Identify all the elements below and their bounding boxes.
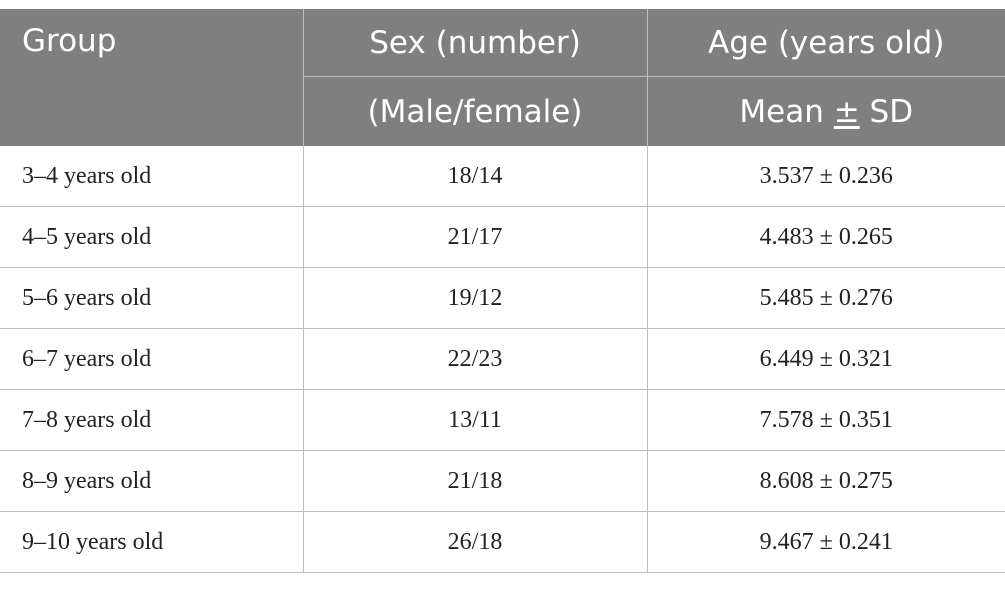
cell-group: 5–6 years old bbox=[0, 267, 303, 329]
cell-sex: 13/11 bbox=[302, 389, 647, 451]
header-sex-sub: (Male/female) bbox=[302, 76, 647, 146]
cell-sex: 21/17 bbox=[302, 206, 647, 268]
cell-group: 3–4 years old bbox=[0, 146, 303, 207]
cell-age: 8.608 ± 0.275 bbox=[646, 450, 1005, 512]
cell-age: 3.537 ± 0.236 bbox=[646, 146, 1005, 207]
header-age-pm: ± bbox=[833, 93, 860, 130]
table-row: 4–5 years old 21/17 4.483 ± 0.265 bbox=[0, 206, 1005, 268]
cell-age: 6.449 ± 0.321 bbox=[646, 328, 1005, 390]
cell-sex: 18/14 bbox=[302, 146, 647, 207]
table-row: 3–4 years old 18/14 3.537 ± 0.236 bbox=[0, 146, 1005, 207]
cell-age: 9.467 ± 0.241 bbox=[646, 511, 1005, 573]
cell-age: 4.483 ± 0.265 bbox=[646, 206, 1005, 268]
table-row: 9–10 years old 26/18 9.467 ± 0.241 bbox=[0, 511, 1005, 573]
cell-sex: 21/18 bbox=[302, 450, 647, 512]
cell-group: 7–8 years old bbox=[0, 389, 303, 451]
header-group: Group bbox=[0, 9, 303, 146]
header-age-mean: Mean bbox=[739, 93, 834, 130]
cell-sex: 19/12 bbox=[302, 267, 647, 329]
header-sex: Sex (number) bbox=[302, 9, 647, 77]
table-row: 6–7 years old 22/23 6.449 ± 0.321 bbox=[0, 328, 1005, 390]
cell-group: 8–9 years old bbox=[0, 450, 303, 512]
table-row: 7–8 years old 13/11 7.578 ± 0.351 bbox=[0, 389, 1005, 451]
cell-group: 9–10 years old bbox=[0, 511, 303, 573]
cell-age: 7.578 ± 0.351 bbox=[646, 389, 1005, 451]
cell-group: 4–5 years old bbox=[0, 206, 303, 268]
cell-group: 6–7 years old bbox=[0, 328, 303, 390]
table-row: 8–9 years old 21/18 8.608 ± 0.275 bbox=[0, 450, 1005, 512]
table-body: 3–4 years old 18/14 3.537 ± 0.236 4–5 ye… bbox=[0, 146, 1005, 573]
header-age: Age (years old) bbox=[646, 9, 1005, 77]
cell-sex: 26/18 bbox=[302, 511, 647, 573]
cell-sex: 22/23 bbox=[302, 328, 647, 390]
table-header: Group Sex (number) Age (years old) (Male… bbox=[0, 9, 1005, 146]
header-age-sub: Mean ± SD bbox=[646, 76, 1005, 146]
cell-age: 5.485 ± 0.276 bbox=[646, 267, 1005, 329]
header-row-1: Group Sex (number) Age (years old) bbox=[0, 9, 1005, 146]
header-row-2: (Male/female) Mean ± SD bbox=[0, 76, 1005, 146]
table-row: 5–6 years old 19/12 5.485 ± 0.276 bbox=[0, 267, 1005, 329]
demographics-table: Group Sex (number) Age (years old) (Male… bbox=[0, 9, 1005, 573]
header-age-sd: SD bbox=[859, 93, 914, 130]
